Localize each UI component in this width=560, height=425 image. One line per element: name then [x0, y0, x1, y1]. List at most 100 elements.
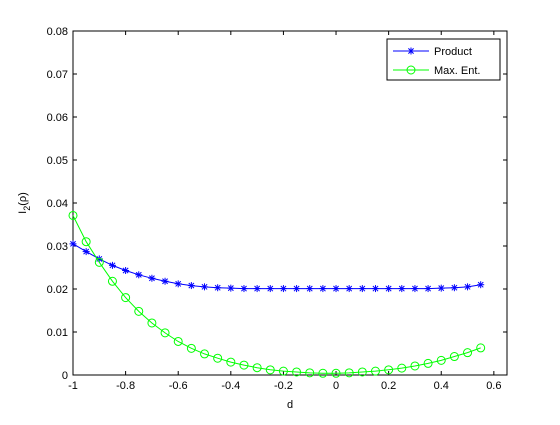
- data-point: [463, 348, 473, 358]
- x-tick-label: -0.8: [116, 380, 135, 392]
- data-point: [213, 353, 223, 363]
- data-point: [253, 285, 261, 293]
- x-tick-label: -0.6: [169, 380, 188, 392]
- y-tick-label: 0.02: [47, 284, 68, 296]
- legend-box: [386, 38, 501, 81]
- y-axis-label: I2(ρ): [17, 192, 32, 214]
- data-point: [266, 285, 274, 293]
- data-point: [278, 366, 288, 376]
- data-point: [397, 363, 407, 373]
- data-point: [252, 363, 262, 373]
- y-tick-label: 0.03: [47, 241, 68, 253]
- data-point: [240, 285, 248, 293]
- legend-entry: Max. Ent.: [393, 65, 480, 77]
- data-point: [305, 368, 315, 378]
- data-point: [411, 285, 419, 293]
- series-group: [68, 210, 486, 378]
- data-point: [134, 306, 144, 316]
- data-point: [358, 285, 366, 293]
- data-point: [449, 352, 459, 362]
- data-point: [107, 276, 117, 286]
- series-circle: [68, 210, 486, 378]
- data-point: [384, 365, 394, 375]
- data-point: [423, 358, 433, 368]
- plot-area: [72, 30, 508, 376]
- data-point: [265, 365, 275, 375]
- y-tick-label: 0.01: [47, 327, 68, 339]
- data-point: [424, 285, 432, 293]
- data-point: [108, 261, 116, 269]
- data-point: [214, 284, 222, 292]
- y-tick-label: 0.06: [47, 112, 68, 124]
- data-point: [357, 367, 367, 377]
- data-point: [160, 328, 170, 338]
- legend-label: Max. Ent.: [434, 65, 480, 77]
- data-point: [122, 267, 130, 275]
- data-point: [186, 343, 196, 353]
- y-tick-label: 0.04: [47, 198, 68, 210]
- axes: -1 -0.8 -0.6 -0.4 -0.2 0 0.2 0.4 0.6 0 0.01 0.02 0.0…: [47, 26, 507, 392]
- series-star: [69, 240, 485, 293]
- series-line: [72, 215, 481, 374]
- data-point: [437, 284, 445, 292]
- data-point: [318, 368, 328, 378]
- data-point: [370, 366, 380, 376]
- data-point: [81, 237, 91, 247]
- data-point: [292, 367, 302, 377]
- y-axis-label-rest: (ρ): [17, 192, 29, 206]
- x-tick-label: 0.2: [381, 380, 396, 392]
- y-tick-label: 0: [62, 370, 68, 382]
- data-point: [174, 280, 182, 288]
- data-point: [344, 368, 354, 378]
- data-point: [371, 285, 379, 293]
- data-point: [306, 285, 314, 293]
- data-point: [94, 257, 104, 267]
- data-point: [331, 368, 341, 378]
- data-point: [464, 283, 472, 291]
- legend-entry: Product: [393, 46, 472, 58]
- y-tick-label: 0.07: [47, 69, 68, 81]
- y-axis-label-subscript: 2: [22, 206, 32, 211]
- data-point: [227, 284, 235, 292]
- data-point: [135, 271, 143, 279]
- data-point: [398, 285, 406, 293]
- data-point: [345, 285, 353, 293]
- data-point: [147, 318, 157, 328]
- data-point: [69, 240, 77, 248]
- data-point: [332, 285, 340, 293]
- data-point: [436, 355, 446, 365]
- data-point: [450, 284, 458, 292]
- data-point: [173, 336, 183, 346]
- x-tick-label: 0: [333, 380, 339, 392]
- x-axis-label: d: [287, 399, 293, 411]
- data-point: [385, 285, 393, 293]
- data-point: [226, 357, 236, 367]
- y-axis-label-main: I: [17, 211, 29, 214]
- data-point: [319, 285, 327, 293]
- data-point: [187, 282, 195, 290]
- legend-label: Product: [434, 46, 472, 58]
- data-point: [68, 210, 78, 220]
- x-tick-label: -0.4: [221, 380, 240, 392]
- x-tick-label: 0.6: [486, 380, 501, 392]
- data-point: [410, 361, 420, 371]
- y-tick-label: 0.05: [47, 155, 68, 167]
- data-point: [200, 349, 210, 359]
- legend-marker: [407, 47, 415, 55]
- x-tick-label: 0.4: [434, 380, 449, 392]
- data-point: [476, 343, 486, 353]
- legend: Product Max. Ent.: [386, 38, 501, 81]
- y-tick-label: 0.08: [47, 26, 68, 38]
- data-point: [477, 281, 485, 289]
- data-point: [161, 277, 169, 285]
- data-point: [201, 283, 209, 291]
- legend-marker: [406, 65, 416, 75]
- data-point: [293, 285, 301, 293]
- data-point: [148, 274, 156, 282]
- data-point: [239, 360, 249, 370]
- data-point: [279, 285, 287, 293]
- data-point: [121, 293, 131, 303]
- data-point: [82, 248, 90, 256]
